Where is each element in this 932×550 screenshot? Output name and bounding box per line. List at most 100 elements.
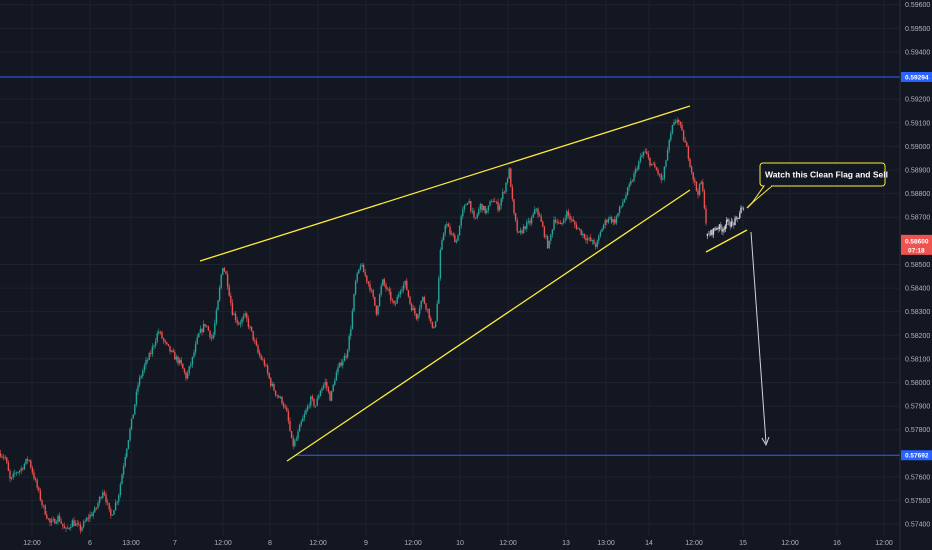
candle-body — [558, 222, 560, 224]
candle-body — [134, 404, 136, 415]
candle-body — [367, 281, 370, 284]
candle-body — [63, 526, 66, 529]
candle-body — [692, 172, 694, 180]
candle-body — [308, 405, 310, 407]
candle-body — [62, 523, 64, 527]
candle-body — [361, 264, 363, 267]
projection-arrow-head — [761, 436, 770, 447]
candle-body — [38, 487, 40, 491]
candle-body — [679, 122, 682, 125]
price-tick-label: 0.57600 — [905, 474, 930, 481]
candle-body — [481, 203, 483, 211]
candle-body — [486, 210, 488, 213]
time-tick-label: 10 — [456, 540, 464, 547]
candle-body — [182, 363, 184, 369]
candle-body — [542, 221, 544, 227]
candle-body — [709, 233, 711, 235]
candle-body — [175, 356, 178, 360]
projection-arrow-line[interactable] — [750, 231, 767, 444]
candle-body — [705, 208, 707, 224]
candle-body — [111, 514, 114, 516]
candle-body — [249, 326, 251, 328]
candle-body — [534, 209, 536, 215]
candle-body — [183, 368, 186, 373]
candle-body — [338, 362, 341, 368]
candle-body — [297, 431, 299, 439]
candle-body — [674, 122, 677, 123]
candle-body — [383, 279, 386, 285]
candle-body — [492, 200, 494, 203]
candle-body — [121, 474, 123, 485]
candle-body — [260, 355, 262, 360]
candle-body — [513, 199, 515, 214]
candle-body — [196, 337, 198, 344]
candle-body — [54, 519, 56, 524]
candle-body — [116, 501, 118, 503]
candle-body — [439, 249, 442, 279]
candle-body — [303, 414, 306, 419]
candle-body — [282, 403, 285, 407]
candle-body — [575, 224, 578, 229]
candle-body — [84, 521, 86, 522]
candle-body — [201, 328, 203, 333]
candle-body — [305, 410, 307, 415]
time-tick-label: 6 — [88, 540, 92, 547]
time-tick-label: 12:00 — [875, 540, 893, 547]
candle-body — [220, 274, 222, 288]
candle-body — [431, 321, 434, 328]
candle-body — [548, 240, 550, 249]
horizontal-levels[interactable] — [0, 76, 900, 456]
candle-body — [327, 387, 330, 392]
time-tick-label: 13:00 — [597, 540, 615, 547]
candle-body — [634, 168, 637, 174]
annotation-callout-box[interactable] — [759, 162, 886, 187]
candle-body — [244, 313, 246, 317]
candle-body — [86, 517, 88, 522]
candle-body — [649, 157, 651, 166]
candle-body — [715, 229, 717, 231]
wedge-lower-trendline[interactable] — [286, 189, 691, 462]
candle-body — [130, 418, 133, 430]
candle-body — [490, 201, 493, 203]
candle-body — [719, 224, 722, 228]
candle-body — [49, 518, 51, 523]
candle-body — [678, 119, 680, 123]
candle-body — [321, 388, 323, 391]
candle-body — [617, 213, 619, 217]
candle-body — [273, 383, 275, 391]
candle-body — [154, 341, 157, 346]
candle-body — [95, 507, 98, 509]
candle-body — [722, 229, 724, 232]
candle-body — [129, 429, 131, 441]
candle-body — [609, 217, 611, 219]
candle-body — [386, 288, 389, 290]
candle-body — [185, 372, 187, 379]
candle-body — [378, 294, 381, 307]
candle-body — [343, 355, 346, 362]
candle-body — [562, 220, 565, 223]
time-tick-label: 12:00 — [499, 540, 517, 547]
candle-body — [143, 365, 146, 371]
flag-lower-trendline[interactable] — [705, 229, 748, 253]
candle-body — [247, 318, 250, 327]
candle-body — [741, 207, 743, 209]
candle-body — [135, 391, 138, 405]
candle-body — [631, 181, 634, 182]
time-axis[interactable]: 12:00 6 13:00 7 12:00 8 12:00 9 12:00 10 12:00 13 13… — [23, 540, 893, 547]
candle-body — [489, 201, 491, 206]
candle-body — [702, 181, 704, 191]
candle-body — [494, 200, 496, 202]
trendline-drawings[interactable]: Watch this Clean Flag and Sell — [199, 105, 888, 462]
price-axis[interactable]: 0.59600 0.59500 0.59400 0.59200 0.59100 0.590… — [899, 0, 932, 550]
candle-body — [550, 234, 552, 241]
candle-body — [153, 345, 155, 347]
candle-body — [382, 279, 384, 286]
candle-body — [167, 344, 170, 347]
candle-body — [516, 220, 518, 232]
candle-body — [466, 202, 469, 205]
candle-body — [471, 210, 474, 212]
wedge-upper-trendline[interactable] — [199, 105, 691, 262]
candle-body — [108, 503, 110, 510]
candle-body — [263, 359, 266, 366]
